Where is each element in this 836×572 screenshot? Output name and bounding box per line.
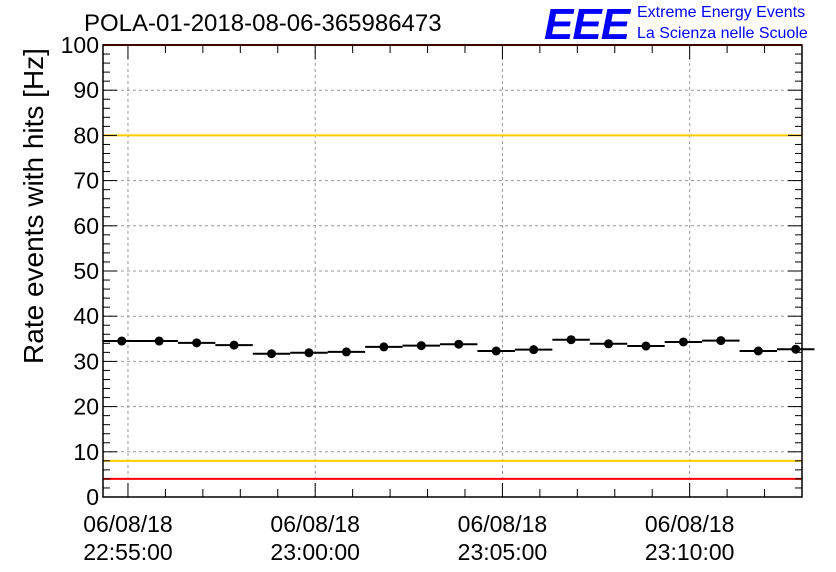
y-tick-label: 40 xyxy=(73,303,99,329)
data-point xyxy=(753,346,763,356)
data-point xyxy=(529,345,539,355)
x-tick-label-date: 06/08/18 xyxy=(83,511,173,537)
chart-title: POLA-01-2018-08-06-365986473 xyxy=(84,10,442,37)
data-point xyxy=(192,338,202,348)
data-point xyxy=(304,348,314,358)
x-tick-label-date: 06/08/18 xyxy=(270,511,360,537)
data-point xyxy=(416,341,426,351)
y-tick-label: 80 xyxy=(73,122,99,148)
y-tick-label: 100 xyxy=(61,32,99,58)
x-tick-label-time: 23:10:00 xyxy=(645,539,735,565)
y-axis-label: Rate events with hits [Hz] xyxy=(18,48,49,364)
y-tick-label: 90 xyxy=(73,77,99,103)
x-tick-label-time: 22:55:00 xyxy=(83,539,173,565)
y-tick-label: 0 xyxy=(86,484,99,510)
data-point xyxy=(604,339,614,349)
data-point xyxy=(229,340,239,350)
y-tick-label: 30 xyxy=(73,348,99,374)
data-point xyxy=(491,346,501,356)
x-tick-label-time: 23:05:00 xyxy=(458,539,548,565)
data-point xyxy=(641,341,651,351)
logo-subtitle-line1: Extreme Energy Events xyxy=(637,4,806,21)
x-tick-label-date: 06/08/18 xyxy=(645,511,735,537)
data-point xyxy=(791,344,801,354)
data-point xyxy=(566,335,576,345)
x-tick-label-date: 06/08/18 xyxy=(458,511,548,537)
data-point xyxy=(678,337,688,347)
data-point xyxy=(267,349,277,359)
data-point xyxy=(454,339,464,349)
data-point xyxy=(341,347,351,357)
data-point xyxy=(154,336,164,346)
y-tick-label: 20 xyxy=(73,394,99,420)
data-point xyxy=(379,342,389,352)
x-tick-label-time: 23:00:00 xyxy=(270,539,360,565)
data-point xyxy=(117,336,127,346)
logo-subtitle-line2: La Scienza nelle Scuole xyxy=(637,25,808,42)
data-point xyxy=(716,336,726,346)
y-tick-label: 10 xyxy=(73,439,99,465)
y-tick-label: 70 xyxy=(73,168,99,194)
y-tick-label: 60 xyxy=(73,213,99,239)
eee-logo: EEE xyxy=(544,0,630,49)
y-tick-label: 50 xyxy=(73,258,99,284)
